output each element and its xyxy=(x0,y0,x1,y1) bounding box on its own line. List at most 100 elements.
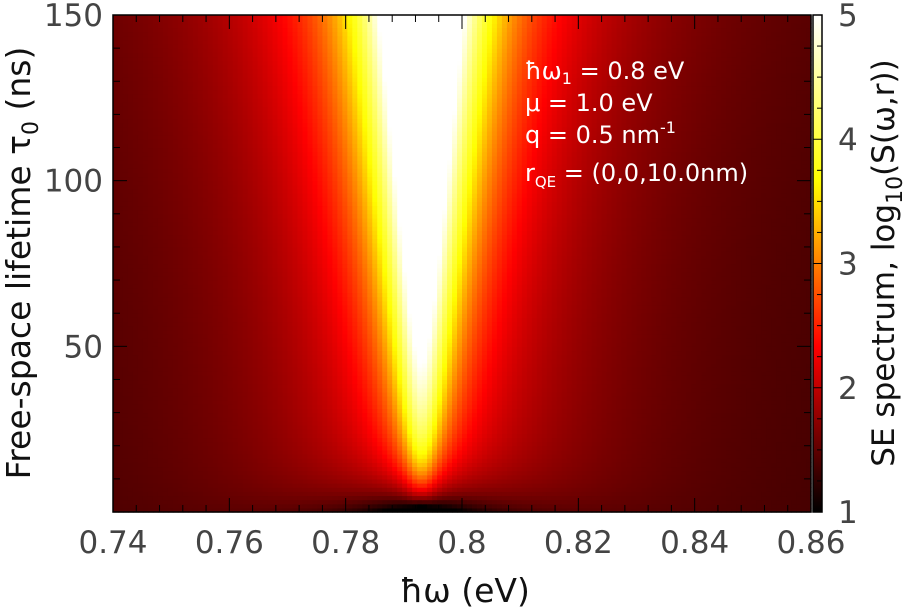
heatmap-cell xyxy=(457,483,463,488)
heatmap-cell xyxy=(167,474,174,480)
heatmap-cell xyxy=(806,483,812,488)
heatmap-cell xyxy=(137,499,144,505)
heatmap-cell xyxy=(192,379,199,385)
heatmap-cell xyxy=(267,429,274,434)
heatmap-cell xyxy=(342,429,348,434)
heatmap-cell xyxy=(277,495,284,501)
heatmap-cell xyxy=(531,371,538,376)
heatmap-cell xyxy=(142,487,149,492)
heatmap-cell xyxy=(452,466,458,472)
heatmap-cell xyxy=(756,499,762,505)
heatmap-cell xyxy=(796,507,802,513)
heatmap-cell xyxy=(711,408,717,414)
heatmap-cell xyxy=(546,478,553,484)
heatmap-cell xyxy=(342,400,348,405)
heatmap-cell xyxy=(621,375,628,381)
heatmap-cell xyxy=(656,474,663,480)
heatmap-cell xyxy=(177,449,184,455)
heatmap-cell xyxy=(122,412,129,418)
heatmap-cell xyxy=(432,425,438,430)
heatmap-cell xyxy=(566,437,573,443)
heatmap-cell xyxy=(142,387,149,393)
heatmap-cell xyxy=(696,449,702,455)
heatmap-cell xyxy=(701,499,707,505)
heatmap-cell xyxy=(556,404,563,410)
heatmap-cell xyxy=(466,454,473,459)
heatmap-cell xyxy=(297,441,304,447)
heatmap-cell xyxy=(142,478,149,484)
heatmap-cell xyxy=(506,420,513,426)
heatmap-cell xyxy=(382,433,388,439)
heatmap-cell xyxy=(781,367,787,372)
heatmap-cell xyxy=(641,495,648,501)
heatmap-cell xyxy=(676,408,682,414)
heatmap-cell xyxy=(387,441,393,447)
heatmap-cell xyxy=(247,396,254,401)
heatmap-cell xyxy=(352,466,358,472)
heatmap-cell xyxy=(596,375,603,381)
heatmap-cell xyxy=(506,362,513,368)
heatmap-cell xyxy=(287,367,294,372)
heatmap-cell xyxy=(631,470,638,476)
heatmap-cell xyxy=(222,425,229,430)
heatmap-cell xyxy=(217,503,224,509)
heatmap-cell xyxy=(297,387,304,393)
heatmap-cell xyxy=(302,367,309,372)
heatmap-cell xyxy=(511,420,518,426)
heatmap-cell xyxy=(721,367,727,372)
heatmap-cell xyxy=(427,437,433,443)
heatmap-cell xyxy=(412,391,418,397)
heatmap-cell xyxy=(352,462,358,468)
heatmap-cell xyxy=(511,491,518,497)
heatmap-cell xyxy=(511,408,518,414)
heatmap-cell xyxy=(132,507,139,513)
heatmap-cell xyxy=(212,441,219,447)
heatmap-cell xyxy=(771,375,777,381)
heatmap-cell xyxy=(526,499,533,505)
heatmap-cell xyxy=(776,437,782,443)
heatmap-cell xyxy=(137,445,144,451)
heatmap-cell xyxy=(287,412,294,418)
heatmap-cell xyxy=(122,416,129,422)
heatmap-cell xyxy=(606,425,613,430)
heatmap-cell xyxy=(277,507,284,513)
heatmap-cell xyxy=(526,507,533,513)
heatmap-cell xyxy=(182,445,189,451)
heatmap-cell xyxy=(452,391,458,397)
heatmap-cell xyxy=(232,487,239,492)
heatmap-cell xyxy=(377,387,383,393)
heatmap-cell xyxy=(287,387,294,393)
heatmap-cell xyxy=(432,449,438,455)
heatmap-cell xyxy=(282,474,289,480)
heatmap-cell xyxy=(407,491,413,497)
heatmap-cell xyxy=(801,408,807,414)
heatmap-cell xyxy=(252,375,259,381)
heatmap-cell xyxy=(257,425,264,430)
heatmap-cell xyxy=(277,375,284,381)
heatmap-cell xyxy=(342,420,348,426)
heatmap-cell xyxy=(327,474,333,480)
heatmap-cell xyxy=(726,441,732,447)
heatmap-cell xyxy=(217,383,224,389)
heatmap-cell xyxy=(716,503,722,509)
heatmap-cell xyxy=(387,391,393,397)
heatmap-cell xyxy=(412,483,418,488)
heatmap-cell xyxy=(142,371,149,376)
heatmap-cell xyxy=(337,491,343,497)
heatmap-cell xyxy=(591,429,598,434)
heatmap-cell xyxy=(781,387,787,393)
heatmap-cell xyxy=(681,507,687,513)
heatmap-cell xyxy=(377,483,383,488)
heatmap-cell xyxy=(162,458,169,463)
heatmap-cell xyxy=(357,391,363,397)
heatmap-cell xyxy=(312,462,319,468)
heatmap-cell xyxy=(581,429,588,434)
heatmap-cell xyxy=(122,466,129,472)
heatmap-cell xyxy=(287,420,294,426)
heatmap-cell xyxy=(706,483,712,488)
heatmap-cell xyxy=(347,412,353,418)
heatmap-cell xyxy=(422,499,428,505)
heatmap-cell xyxy=(347,462,353,468)
heatmap-cell xyxy=(601,375,608,381)
heatmap-cell xyxy=(377,462,383,468)
